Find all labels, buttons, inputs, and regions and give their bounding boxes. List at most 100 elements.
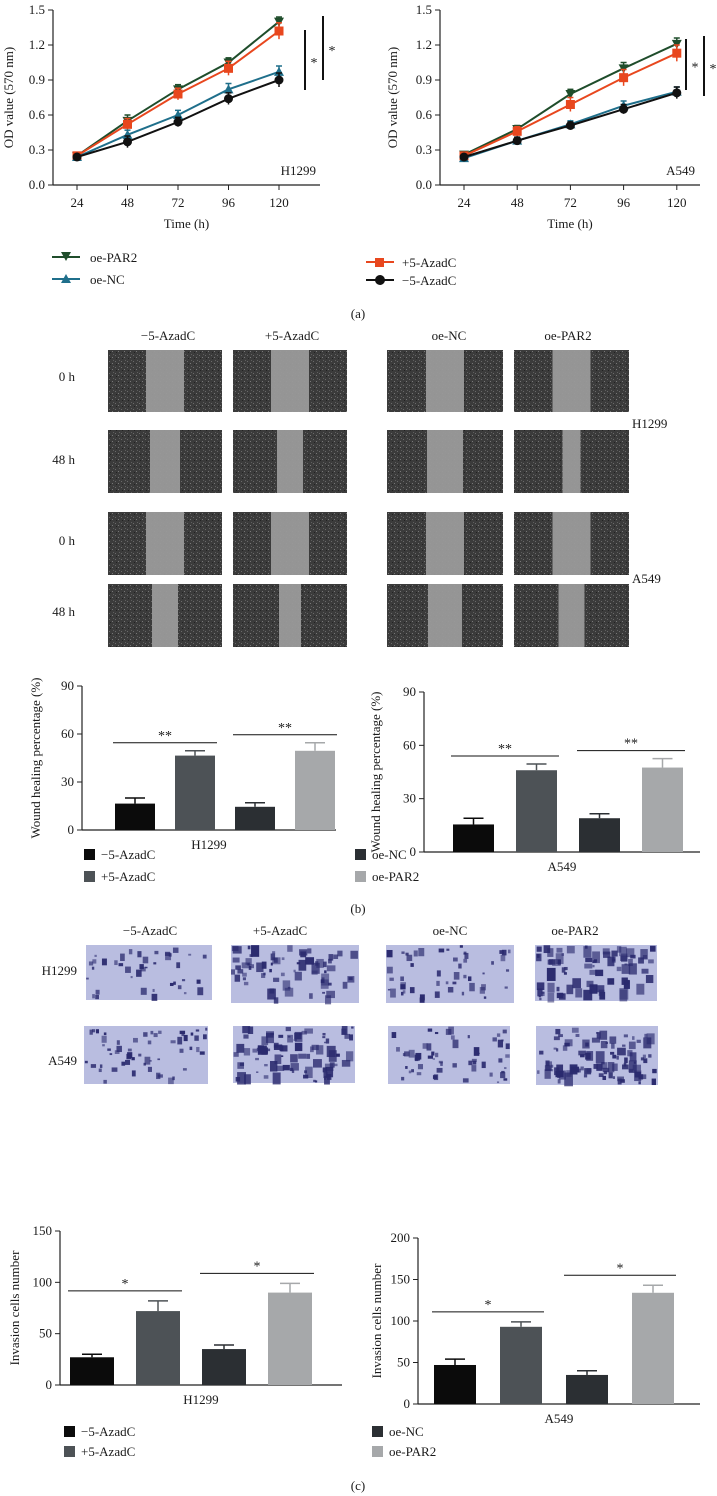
invasion-cell — [500, 954, 506, 962]
invasion-cell — [326, 965, 336, 972]
invasion-cell — [287, 945, 293, 952]
invasion-cell — [324, 1075, 330, 1085]
invasion-cell — [282, 1064, 290, 1071]
data-point — [123, 137, 132, 147]
invasion-cell — [616, 946, 622, 953]
invasion-cell — [566, 945, 575, 954]
invasion-cell — [401, 1076, 405, 1081]
invasion-cell — [584, 963, 593, 969]
invasion-cell — [504, 986, 508, 989]
invasion-cell — [623, 1034, 628, 1038]
series--5-azadc — [459, 86, 682, 162]
invasion-cell — [582, 1039, 590, 1049]
y-tick-label: 30 — [403, 791, 416, 806]
invasion-cell — [345, 1051, 354, 1062]
wound-image-tile — [514, 584, 629, 647]
wound-gap — [271, 512, 309, 575]
invasion-cell — [139, 964, 144, 970]
invasion-cell — [107, 1048, 111, 1051]
wound-gap — [271, 350, 309, 412]
invasion-cell — [650, 945, 656, 952]
invasion-cell — [555, 1028, 561, 1035]
y-tick-label: 90 — [403, 684, 416, 699]
y-tick-label: 0.0 — [29, 177, 45, 192]
invasion-cell — [197, 987, 204, 996]
line-chart-a549: 0.0 0.3 0.6 0.9 1.2 1.5 24 48 72 96 120 Time (h) OD … — [385, 2, 717, 231]
invasion-cell — [507, 949, 511, 954]
invasion-cell — [116, 1045, 122, 1053]
invasion-cell — [349, 1034, 354, 1041]
invasion-cell — [641, 968, 649, 974]
invasion-cell — [311, 962, 320, 974]
invasion-cell — [629, 1052, 637, 1062]
x-tick-label: 48 — [121, 195, 134, 210]
y-tick-label: 0 — [46, 1377, 53, 1392]
invasion-cell — [305, 1066, 313, 1079]
invasion-cell — [502, 1029, 507, 1034]
invasion-image-tile — [388, 1026, 510, 1084]
invasion-cell — [177, 985, 182, 990]
invasion-cell — [592, 960, 597, 963]
invasion-cell — [472, 1060, 477, 1065]
data-point — [224, 63, 233, 73]
invasion-cell — [251, 945, 260, 957]
y-tick-label: 0 — [410, 844, 417, 859]
wound-image-tile — [387, 350, 503, 412]
significance-mark: ** — [278, 721, 292, 736]
invasion-cell — [575, 988, 583, 998]
invasion-cell — [632, 1064, 642, 1071]
y-axis-label: OD value (570 nm) — [1, 47, 16, 148]
x-tick-label: 120 — [269, 195, 289, 210]
invasion-cell — [586, 1068, 592, 1073]
x-tick-label: 120 — [667, 195, 687, 210]
invasion-cell — [127, 1052, 133, 1059]
invasion-cell — [301, 1030, 307, 1035]
invasion-cell — [617, 1047, 626, 1056]
invasion-cell — [234, 974, 241, 982]
y-tick-label: 1.2 — [29, 37, 45, 52]
invasion-cell — [313, 1079, 316, 1083]
invasion-cell — [315, 961, 319, 966]
invasion-cell — [636, 1039, 641, 1043]
invasion-image-tile — [84, 1026, 208, 1085]
invasion-cell — [467, 1035, 470, 1039]
invasion-cell — [539, 997, 542, 1001]
invasion-cell — [142, 956, 149, 964]
invasion-cell — [638, 957, 644, 964]
invasion-cell — [287, 1034, 293, 1043]
invasion-cell — [89, 1029, 93, 1035]
y-axis-label: OD value (570 nm) — [385, 47, 400, 148]
invasion-cell — [436, 1067, 443, 1073]
invasion-cell — [173, 981, 176, 985]
y-tick-label: 100 — [391, 1313, 411, 1328]
invasion-cell — [595, 969, 604, 977]
invasion-cell — [571, 1027, 579, 1033]
wound-gap — [558, 584, 585, 647]
wound-gap — [146, 512, 184, 575]
invasion-cell — [619, 988, 629, 1000]
invasion-cell — [413, 950, 418, 957]
legend-swatch-plus-azadc — [64, 1446, 75, 1457]
y-axis-label: Wound healing percentage (%) — [28, 677, 43, 838]
y-tick-label: 0.9 — [29, 72, 45, 87]
invasion-cell — [578, 1050, 586, 1056]
invasion-cell — [284, 987, 294, 997]
invasion-cell — [556, 1064, 564, 1072]
invasion-cell — [504, 1067, 507, 1070]
invasion-cell — [417, 1064, 424, 1070]
invasion-cell — [434, 991, 440, 998]
invasion-cell — [324, 995, 332, 1005]
legend-label-oe-par2: oe-PAR2 — [90, 250, 137, 265]
legend-item-minus-azadc: −5-AzadC — [366, 273, 456, 288]
wound-gap — [427, 430, 463, 493]
invasion-cell — [628, 958, 633, 967]
wound-row-label: 0 h — [59, 533, 76, 548]
invasion-cell — [436, 980, 440, 986]
invasion-cell — [329, 1062, 335, 1068]
bar-oe-nc — [235, 806, 275, 830]
legend-label-oe-par2: oe-PAR2 — [389, 1444, 436, 1459]
invasion-cell — [320, 979, 329, 989]
y-tick-label: 100 — [33, 1274, 53, 1289]
invasion-cell — [294, 1042, 303, 1052]
invasion-cell — [501, 949, 507, 956]
